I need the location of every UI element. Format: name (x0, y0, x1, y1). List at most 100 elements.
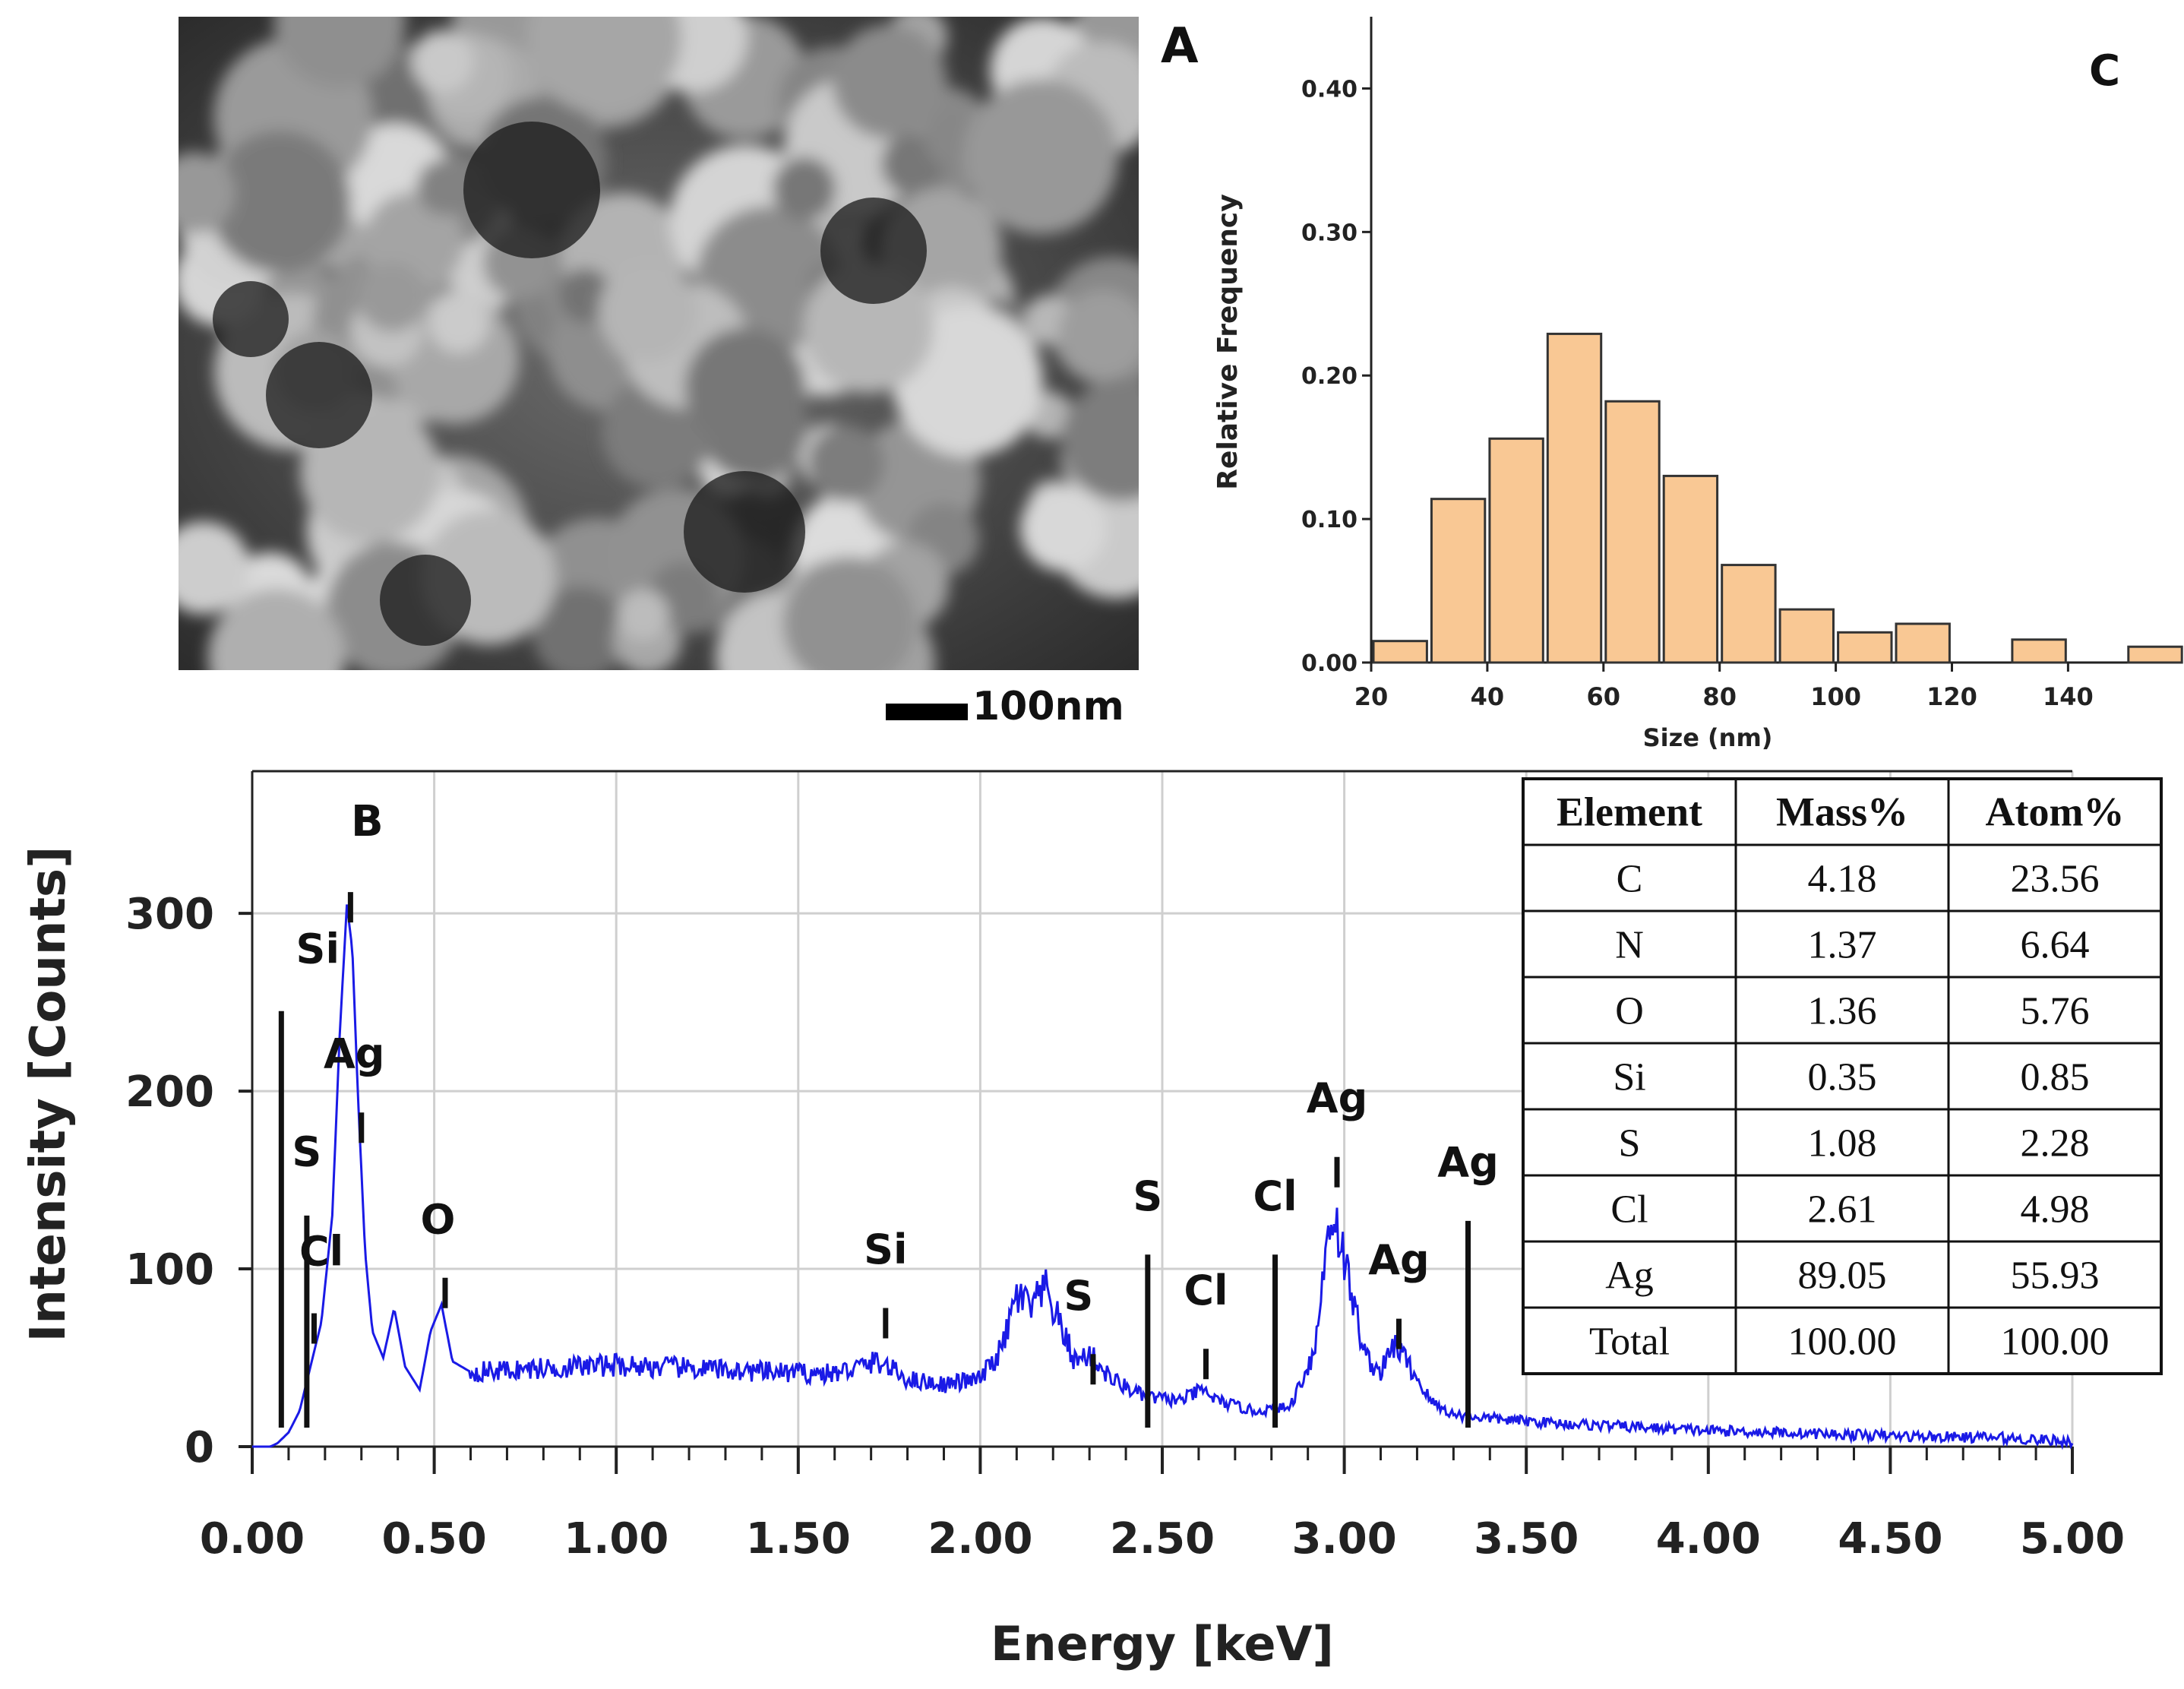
sem-particle (557, 268, 612, 324)
peak-element-label: Ag (324, 1030, 384, 1078)
spectrum-panel-label: B (351, 797, 384, 846)
spectrum-x-tick-label: 1.00 (564, 1514, 668, 1564)
peak-element-label: S (1064, 1272, 1093, 1320)
histogram-x-tick-label: 100 (1810, 682, 1861, 711)
histogram-bar (1721, 564, 1777, 664)
sem-particle (598, 261, 698, 362)
table-cell: 2.28 (2021, 1122, 2090, 1166)
spectrum-x-tick-label: 2.00 (928, 1514, 1032, 1564)
spectrum-line (252, 904, 2074, 1450)
table-cell: 1.08 (1808, 1122, 1877, 1166)
sem-pore (213, 281, 289, 357)
sem-particle (684, 327, 806, 449)
table-cell: 55.93 (2011, 1254, 2100, 1298)
peak-element-label: Si (296, 925, 340, 973)
histogram-x-tick-label: 120 (1926, 682, 1977, 711)
composition-table: Element Mass% Atom% C 4.18 23.56 N 1.37 6.64 O 1.3… (1522, 777, 2163, 1375)
sem-micrograph (179, 17, 1139, 670)
sem-pore (266, 342, 372, 448)
histogram-x-axis-title: Size (nm) (1643, 723, 1773, 752)
histogram-bar (1488, 437, 1544, 664)
spectrum-x-tick-label: 4.00 (1656, 1514, 1761, 1564)
histogram-y-tick-label: 0.40 (1301, 76, 1357, 103)
table-cell: Total (1589, 1321, 1670, 1364)
spectrum-y-tick-label: 0 (185, 1423, 214, 1472)
spectrum-x-tick-label: 4.50 (1838, 1514, 1942, 1564)
spectrum-x-axis-title: Energy [keV] (991, 1616, 1334, 1672)
scale-bar (886, 704, 968, 720)
sem-particle (179, 521, 250, 615)
histogram-y-tick-label: 0.00 (1301, 650, 1357, 677)
spectrum-x-tick-label: 0.00 (200, 1514, 305, 1564)
spectrum-x-tick-label: 3.50 (1474, 1514, 1579, 1564)
histogram-panel-label: C (2089, 46, 2120, 96)
histogram-bar (1662, 474, 1719, 664)
table-cell: 6.64 (2021, 924, 2090, 967)
histogram-x-tick-label: 60 (1587, 682, 1621, 711)
table-frame (1522, 777, 2163, 1375)
table-cell: Si (1613, 1056, 1645, 1099)
table-cell: 1.36 (1808, 990, 1877, 1033)
spectrum-y-tick-label: 100 (125, 1245, 214, 1295)
histogram-y-axis-title: Relative Frequency (1212, 194, 1244, 489)
histogram-y-tick-label: 0.10 (1301, 507, 1357, 533)
histogram-bar (1895, 622, 1951, 664)
spectrum-y-tick-label: 200 (125, 1067, 214, 1117)
sem-particle (963, 79, 1118, 235)
sem-particle (526, 17, 681, 115)
peak-element-label: S (1133, 1172, 1162, 1220)
sem-particle (808, 425, 884, 502)
table-cell: N (1615, 924, 1644, 967)
peak-element-label: Ag (1307, 1074, 1367, 1122)
table-cell: 2.61 (1808, 1188, 1877, 1232)
histogram-bar (2127, 645, 2183, 664)
sem-particle (1057, 289, 1139, 380)
histogram-chart: 0.00 0.10 0.20 0.30 0.40 20 40 60 80 100 120 140 C… (1212, 17, 2183, 752)
table-cell: Ag (1605, 1254, 1654, 1298)
table-cell: 1.37 (1808, 924, 1877, 967)
histogram-y-tick-label: 0.20 (1301, 363, 1357, 390)
table-cell: 0.85 (2021, 1056, 2090, 1099)
table-cell: O (1615, 990, 1644, 1033)
spectrum-x-tick-label: 5.00 (2020, 1514, 2125, 1564)
histogram-bar (2011, 638, 2067, 664)
table-cell: S (1619, 1122, 1641, 1166)
histogram-x-tick-label: 80 (1702, 682, 1737, 711)
sem-particle (357, 262, 427, 332)
spectrum-y-tick-label: 300 (125, 890, 214, 939)
sem-particle (412, 30, 474, 93)
table-cell: 5.76 (2021, 990, 2090, 1033)
histogram-y-tick-label: 0.30 (1301, 220, 1357, 246)
spectrum-y-axis-title: Intensity [Counts] (21, 846, 77, 1343)
sem-particle (1020, 485, 1106, 571)
table-cell: 23.56 (2011, 858, 2100, 901)
peak-element-label: O (420, 1195, 455, 1243)
histogram-bar (1837, 631, 1893, 664)
peak-element-label: Cl (1184, 1267, 1228, 1314)
sem-particle (617, 589, 669, 641)
table-cell: 100.00 (1788, 1321, 1897, 1364)
sem-particle (1061, 379, 1139, 501)
sem-particle (833, 24, 947, 139)
table-header-cell: Atom% (1986, 789, 2125, 835)
peak-element-label: Ag (1368, 1236, 1429, 1284)
sem-particle (416, 159, 473, 216)
sem-particle (533, 586, 627, 670)
scale-bar-label: 100nm (972, 684, 1124, 729)
histogram-x-tick-label: 20 (1354, 682, 1389, 711)
peak-element-label: S (292, 1128, 321, 1175)
table-cell: Cl (1610, 1188, 1648, 1232)
table-cell: C (1617, 858, 1643, 901)
sem-particle (273, 17, 406, 87)
histogram-bar (1778, 608, 1835, 664)
histogram-x-tick-label: 140 (2043, 682, 2094, 711)
sem-particle (207, 589, 346, 670)
histogram-bar (1604, 400, 1661, 664)
peak-element-label: Ag (1437, 1138, 1498, 1186)
sem-particle (209, 131, 351, 274)
sem-particle (428, 292, 490, 353)
sem-pore (463, 122, 600, 258)
peak-element-label: Si (864, 1226, 907, 1273)
histogram-bar (1430, 498, 1487, 664)
